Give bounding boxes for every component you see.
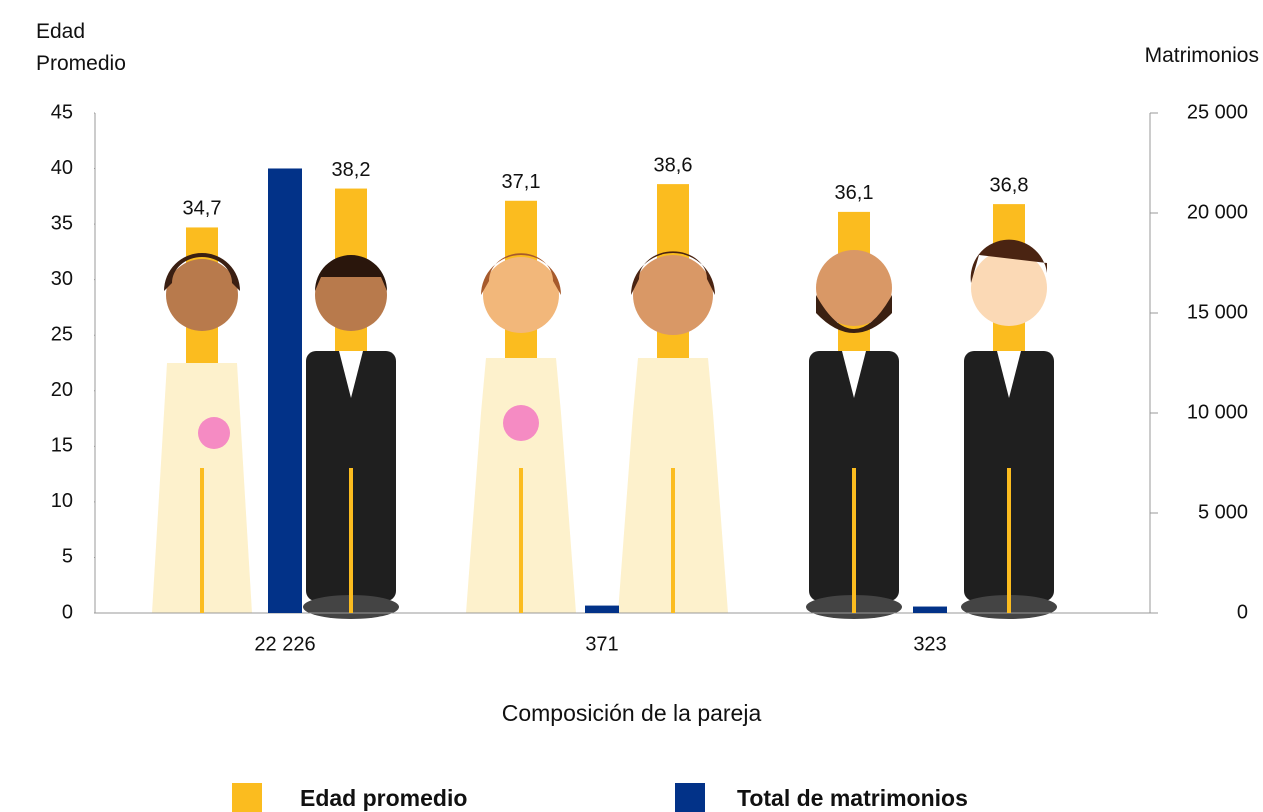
y2-tick-label: 10 000 [1187, 401, 1248, 423]
y2-tick-label: 0 [1237, 601, 1248, 623]
legend-swatch [232, 783, 262, 812]
legend-swatch [675, 783, 705, 812]
value-label: 323 [913, 633, 946, 655]
y-tick-label: 35 [51, 212, 73, 234]
value-label: 38,2 [332, 159, 371, 181]
y-tick-label: 20 [51, 379, 73, 401]
y2-tick-label: 15 000 [1187, 301, 1248, 323]
value-label: 36,8 [990, 174, 1029, 196]
bar [585, 606, 619, 613]
y-tick-label: 25 [51, 324, 73, 346]
y-axis-label: Edad Promedio [36, 16, 136, 80]
y-tick-label: 10 [51, 490, 73, 512]
y-tick-label: 15 [51, 435, 73, 457]
value-label: 22 226 [254, 633, 315, 655]
y2-tick-label: 25 000 [1187, 101, 1248, 123]
value-label: 36,1 [835, 182, 874, 204]
chart: 0 5 10 15 20 25 30 35 40 45 0 5 000 10 000 15 000 20 0… [0, 0, 1263, 812]
page: Edad Promedio Matrimonios Composición de… [0, 0, 1263, 812]
y-tick-label: 0 [62, 601, 73, 623]
legend-label: Total de matrimonios [737, 785, 968, 811]
y2-tick-label: 20 000 [1187, 201, 1248, 223]
legend-label: Edad promedio [300, 785, 467, 811]
y-tick-label: 5 [62, 546, 73, 568]
bar [268, 168, 302, 613]
y2-axis-label: Matrimonios [1145, 44, 1259, 68]
y-tick-label: 45 [51, 101, 73, 123]
y-tick-label: 40 [51, 157, 73, 179]
value-label: 37,1 [502, 171, 541, 193]
y2-tick-label: 5 000 [1198, 501, 1248, 523]
bar [913, 607, 947, 613]
value-label: 34,7 [183, 198, 222, 220]
x-axis-label: Composición de la pareja [0, 700, 1263, 727]
value-label: 38,6 [654, 154, 693, 176]
value-label: 371 [585, 633, 618, 655]
y-tick-label: 30 [51, 268, 73, 290]
